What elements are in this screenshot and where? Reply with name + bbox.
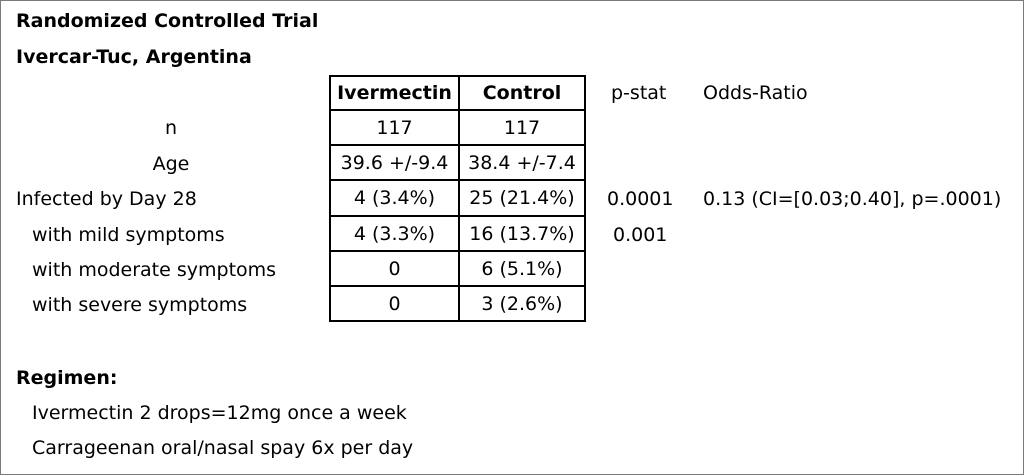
table-cell: 0 [388,258,401,280]
table-cell: 3 (2.6%) [481,293,563,315]
row-label-age: Age [152,153,190,175]
header-control: Control [482,82,562,104]
row-label-mild: with mild symptoms [32,224,225,246]
pstat-infected: 0.0001 [607,188,674,210]
table-row-divider [329,285,586,287]
header-pstat: p-stat [611,82,667,104]
table-cell: 25 (21.4%) [469,187,575,209]
odds-ratio-infected: 0.13 (CI=[0.03;0.40], p=.0001) [703,188,1002,210]
row-label-severe: with severe symptoms [32,294,248,316]
table-row-divider [329,179,586,181]
title-line-1: Randomized Controlled Trial [16,10,319,32]
row-label-infected: Infected by Day 28 [16,188,197,210]
table-column-divider [458,75,460,322]
title-line-2: Ivercar-Tuc, Argentina [16,46,252,68]
results-table [329,75,586,322]
table-cell: 117 [503,117,541,139]
table-cell: 6 (5.1%) [481,258,563,280]
table-cell: 0 [388,293,401,315]
regimen-heading: Regimen: [16,367,118,389]
regimen-line-ivermectin: Ivermectin 2 drops=12mg once a week [32,402,407,424]
table-cell: 117 [376,117,413,139]
table-row-divider [329,144,586,146]
table-cell: 16 (13.7%) [469,223,575,245]
pstat-mild: 0.001 [613,224,668,246]
regimen-line-carrageenan: Carrageenan oral/nasal spay 6x per day [32,437,414,459]
table-cell: 4 (3.3%) [353,223,436,245]
table-row-divider [329,250,586,252]
row-label-moderate: with moderate symptoms [32,259,277,281]
row-label-n: n [164,117,178,139]
table-cell: 4 (3.4%) [353,187,436,209]
header-odds-ratio: Odds-Ratio [703,82,808,104]
table-cell: 38.4 +/-7.4 [468,152,576,174]
header-ivermectin: Ivermectin [337,82,452,104]
table-row-divider [329,215,586,217]
table-cell: 39.6 +/-9.4 [340,152,449,174]
table-row-divider [329,109,586,111]
